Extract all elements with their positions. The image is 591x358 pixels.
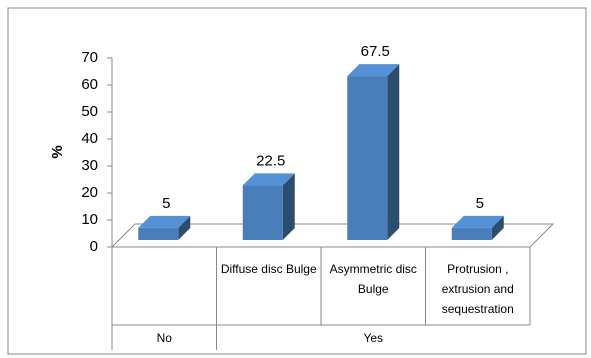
- bar-top: [242, 173, 295, 186]
- y-tick-label: 70: [81, 49, 98, 66]
- bar-top: [138, 215, 191, 228]
- y-tick-label: 20: [81, 184, 98, 201]
- x-tick-label: Diffuse disc Bulge: [220, 262, 317, 276]
- bar-side: [387, 64, 400, 240]
- data-label: 67.5: [361, 43, 390, 60]
- bar-side: [178, 215, 191, 240]
- bar: [138, 227, 179, 240]
- y-tick-label: 50: [81, 103, 98, 120]
- y-tick-label: 0: [90, 238, 98, 255]
- bar-top: [347, 64, 400, 77]
- bar: [242, 185, 283, 240]
- x-tick-label: Asymmetric disc Bulge: [329, 262, 417, 296]
- data-label: 5: [476, 195, 484, 212]
- bar-side: [491, 215, 504, 240]
- data-label: 22.5: [256, 152, 285, 169]
- bar-top: [451, 215, 504, 228]
- data-label: 5: [162, 195, 170, 212]
- y-tick-label: 40: [81, 130, 98, 147]
- bar: [347, 76, 388, 240]
- y-tick-label: 30: [81, 157, 98, 174]
- bar-side: [282, 173, 295, 240]
- group-label: No: [156, 331, 172, 345]
- floor: [110, 223, 555, 248]
- chart-border: [7, 7, 587, 355]
- bar: [451, 227, 492, 240]
- group-label: Yes: [363, 331, 384, 345]
- y-axis-label: %: [49, 145, 66, 158]
- y-tick-label: 60: [81, 76, 98, 93]
- x-tick-label: Protrusion , extrusion and sequestration: [441, 262, 514, 316]
- y-tick-label: 10: [81, 211, 98, 228]
